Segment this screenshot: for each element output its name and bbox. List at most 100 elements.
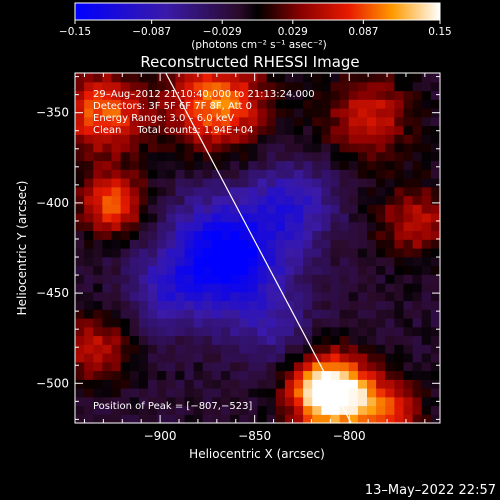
heatmap-cell [75, 143, 85, 153]
heatmap-cell [184, 125, 195, 135]
heatmap-cell [211, 178, 222, 188]
heatmap-cell [312, 81, 322, 92]
heatmap-cell [376, 125, 386, 135]
heatmap-cell [394, 186, 405, 197]
heatmap-cell [84, 178, 94, 188]
heatmap-cell [248, 335, 259, 345]
heatmap-cell [221, 169, 231, 179]
heatmap-cell [202, 151, 213, 162]
heatmap-cell [312, 213, 322, 223]
heatmap-cell [294, 370, 304, 380]
heatmap-cell [367, 318, 377, 328]
heatmap-cell [211, 239, 222, 249]
heatmap-cell [166, 151, 176, 162]
heatmap-cell [421, 291, 432, 302]
heatmap-cell [202, 221, 213, 232]
heatmap-cell [93, 151, 103, 162]
heatmap-cell [175, 186, 186, 197]
heatmap-cell [367, 178, 377, 188]
heatmap-cell [430, 230, 441, 240]
heatmap-cell [330, 405, 341, 415]
heatmap-cell [148, 256, 158, 267]
heatmap-cell [221, 151, 231, 162]
heatmap-cell [257, 326, 268, 337]
heatmap-cell [275, 169, 286, 179]
heatmap-cell [111, 291, 122, 302]
heatmap-cell [248, 370, 259, 380]
heatmap-cell [129, 116, 140, 127]
heatmap-cell [385, 134, 395, 144]
heatmap-cell [93, 291, 103, 302]
heatmap-cell [385, 283, 395, 293]
heatmap-cell [266, 274, 277, 284]
heatmap-cell [321, 256, 332, 267]
heatmap-cell [157, 239, 167, 249]
heatmap-cell [294, 335, 304, 345]
heatmap-cell [321, 379, 332, 389]
heatmap-cell [230, 204, 240, 214]
heatmap-cell [430, 81, 441, 92]
heatmap-cell [275, 405, 286, 415]
heatmap-cell [166, 318, 176, 328]
heatmap-cell [367, 143, 377, 153]
heatmap-cell [120, 265, 131, 275]
heatmap-cell [257, 230, 268, 240]
heatmap-cell [239, 396, 249, 407]
heatmap-cell [102, 344, 113, 354]
heatmap-cell [385, 230, 395, 240]
heatmap-cell [421, 99, 432, 109]
heatmap-cell [166, 230, 176, 240]
heatmap-cell [294, 353, 304, 363]
heatmap-cell [430, 125, 441, 135]
heatmap-cell [129, 221, 140, 232]
heatmap-cell [394, 143, 405, 153]
heatmap-cell [367, 396, 377, 407]
heatmap-cell [321, 99, 332, 109]
heatmap-cell [75, 178, 85, 188]
heatmap-cell [166, 178, 176, 188]
heatmap-cell [412, 81, 423, 92]
heatmap-cell [120, 326, 131, 337]
heatmap-cell [211, 318, 222, 328]
heatmap-cell [157, 361, 167, 372]
heatmap-cell [330, 81, 341, 92]
heatmap-cell [266, 265, 277, 275]
heatmap-cell [248, 160, 259, 170]
heatmap-cell [148, 239, 158, 249]
heatmap-cell [339, 300, 350, 310]
heatmap-cell [157, 370, 167, 380]
heatmap-cell [376, 344, 386, 354]
heatmap-cell [221, 300, 231, 310]
footer-timestamp: 13–May–2022 22:57 [365, 483, 496, 498]
heatmap-cell [75, 134, 85, 144]
heatmap-cell [348, 344, 359, 354]
heatmap-cell [339, 414, 350, 424]
heatmap-cell [412, 265, 423, 275]
heatmap-cell [321, 169, 332, 179]
heatmap-cell [129, 134, 140, 144]
heatmap-cell [75, 405, 85, 415]
heatmap-cell [376, 90, 386, 100]
heatmap-cell [321, 143, 332, 153]
heatmap-cell [275, 326, 286, 337]
heatmap-cell [129, 256, 140, 267]
heatmap-cell [266, 143, 277, 153]
heatmap-cell [385, 274, 395, 284]
heatmap-cell [312, 90, 322, 100]
heatmap-cell [312, 396, 322, 407]
heatmap-cell [294, 283, 304, 293]
heatmap-cell [385, 248, 395, 258]
heatmap-cell [84, 213, 94, 223]
heatmap-cell [102, 388, 113, 398]
colorbar-tick-label: 0.029 [278, 26, 308, 38]
heatmap-cell [75, 160, 85, 170]
heatmap-cell [412, 143, 423, 153]
heatmap-cell [376, 353, 386, 363]
plot-area [74, 72, 441, 424]
heatmap-cell [339, 318, 350, 328]
heatmap-cell [138, 361, 149, 372]
heatmap-cell [230, 213, 240, 223]
heatmap-cell [275, 300, 286, 310]
heatmap-cell [175, 353, 186, 363]
heatmap-cell [339, 81, 350, 92]
